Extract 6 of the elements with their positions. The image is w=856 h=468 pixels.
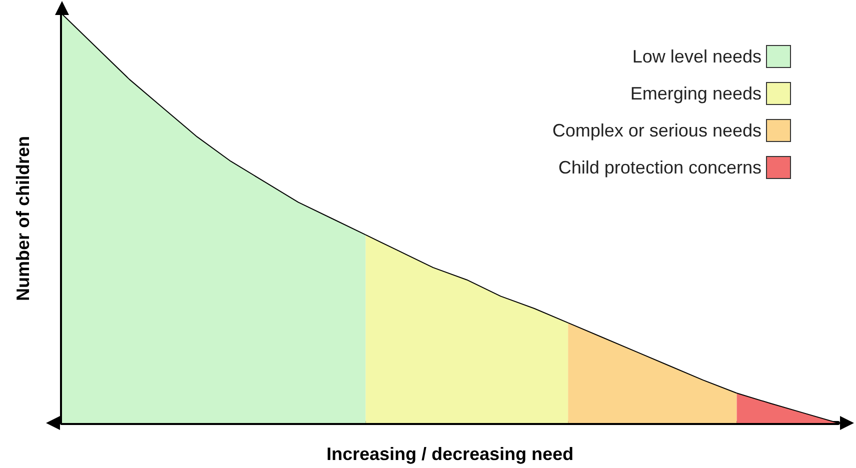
legend-label: Complex or serious needs [552, 120, 762, 140]
y-axis-title: Number of children [13, 136, 33, 302]
legend-label: Child protection concerns [558, 158, 762, 178]
x-axis-title: Increasing / decreasing need [326, 444, 574, 464]
legend-label: Emerging needs [630, 84, 762, 104]
legend-label: Low level needs [632, 46, 762, 66]
